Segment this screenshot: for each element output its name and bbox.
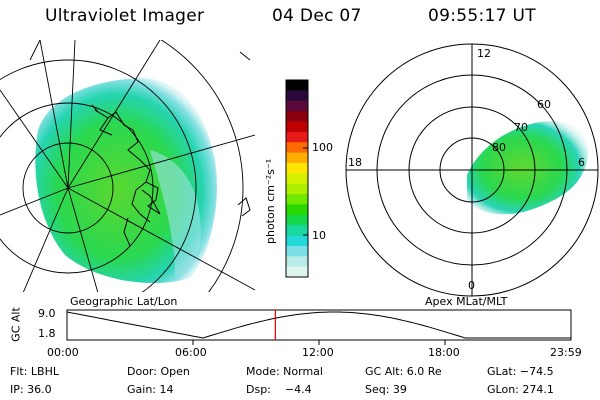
colorbar-unit-label: photon cm⁻²s⁻¹ <box>264 158 277 244</box>
polar-grid <box>345 43 599 297</box>
timeline-xtick-0: 00:00 <box>47 346 79 359</box>
timeline-ytick-high: 9.0 <box>38 307 56 320</box>
colorbar-stripe <box>286 245 308 257</box>
colorbar-stripe <box>286 256 308 268</box>
colorbar-stripe <box>286 142 308 154</box>
status-door: Door: Open <box>127 365 190 378</box>
colorbar-stripe <box>286 225 308 237</box>
colorbar-stripe <box>286 121 308 133</box>
colorbar <box>285 79 309 278</box>
colorbar-stripe <box>286 183 308 195</box>
status-dsp: Dsp: −4.4 <box>246 383 312 396</box>
colorbar-tick-100: 100 <box>312 141 333 154</box>
altitude-timeline <box>66 309 572 345</box>
time-label: 09:55:17 UT <box>428 6 536 26</box>
colorbar-stripe <box>286 131 308 143</box>
mlt-label-6: 6 <box>578 156 585 169</box>
timeline-xtick-3: 18:00 <box>428 346 460 359</box>
polar-plot <box>345 43 599 297</box>
status-glat: GLat: −74.5 <box>487 365 554 378</box>
colorbar-stripe <box>286 266 308 278</box>
status-mode: Mode: Normal <box>246 365 323 378</box>
aurora-fringe-left <box>150 150 201 276</box>
left-map-caption: Geographic Lat/Lon <box>70 295 178 308</box>
colorbar-stripe <box>286 80 308 91</box>
status-filter: Flt: LBHL <box>10 365 59 378</box>
aurora-emission-right <box>467 121 589 215</box>
mlt-label-18: 18 <box>348 156 362 169</box>
mlat-label-60: 60 <box>537 98 551 111</box>
right-polar-caption: Apex MLat/MLT <box>425 295 508 308</box>
limb-edge <box>29 40 251 61</box>
timeline-xtick-2: 12:00 <box>302 346 334 359</box>
mlat-label-70: 70 <box>514 121 528 134</box>
status-ip: IP: 36.0 <box>10 383 52 396</box>
timeline-ytick-low: 1.8 <box>38 327 56 340</box>
timeline-axis-label: GC Alt <box>9 307 23 342</box>
mlt-label-12: 12 <box>477 47 491 60</box>
mlt-label-0: 0 <box>468 279 475 292</box>
colorbar-stripe <box>286 162 308 174</box>
colorbar-stripe <box>286 152 308 164</box>
colorbar-stripe <box>286 173 308 185</box>
colorbar-stripe <box>286 111 308 122</box>
coastline <box>91 104 251 247</box>
timeline-xtick-4: 23:59 <box>550 346 582 359</box>
colorbar-tick-10: 10 <box>312 229 326 242</box>
mlat-label-80: 80 <box>492 141 506 154</box>
instrument-title: Ultraviolet Imager <box>45 6 205 26</box>
colorbar-stripe <box>286 214 308 226</box>
colorbar-stripe <box>286 100 308 112</box>
status-gc-alt: GC Alt: 6.0 Re <box>365 365 442 378</box>
geographic-map <box>0 40 255 292</box>
status-gain: Gain: 14 <box>127 383 174 396</box>
colorbar-stripe <box>286 235 308 247</box>
status-seq: Seq: 39 <box>365 383 407 396</box>
colorbar-stripe <box>286 204 308 216</box>
date-label: 04 Dec 07 <box>272 6 362 26</box>
colorbar-stripe <box>286 194 308 205</box>
timeline-xtick-1: 06:00 <box>175 346 207 359</box>
status-glon: GLon: 274.1 <box>487 383 554 396</box>
colorbar-stripe <box>286 90 308 102</box>
